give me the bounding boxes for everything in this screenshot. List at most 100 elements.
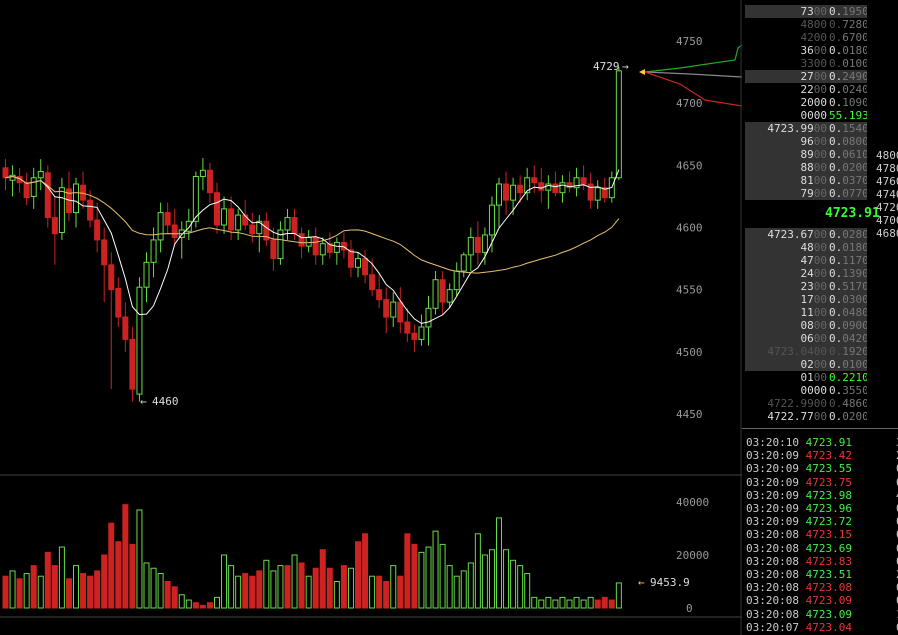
trade-time: 03:20:08 [746, 554, 806, 568]
volume-bar [164, 581, 171, 609]
candle-body [566, 182, 573, 189]
row-highlight [745, 358, 867, 371]
volume-bar [453, 575, 460, 609]
ask-row[interactable]: 2000 0.1090 [745, 96, 868, 109]
ask-row[interactable]: 2700 0.2490 [745, 70, 867, 83]
candle-body [432, 279, 439, 309]
trade-qty: 1 [896, 608, 898, 621]
bid-row[interactable]: 4723.6700 0.0280 [745, 228, 867, 241]
volume-bar [23, 573, 30, 609]
volume-bar [136, 509, 143, 609]
volume-bar [94, 570, 101, 609]
side-price: 4720 [876, 201, 898, 214]
candle-body [235, 214, 242, 231]
order-price: 7300 [800, 5, 828, 18]
candle-body [115, 287, 122, 318]
trade-price: 4723.72 [805, 515, 852, 529]
bid-row[interactable]: 4723.0400 0.1920 [745, 345, 867, 358]
volume-bar [298, 562, 305, 609]
candle-body [221, 208, 228, 226]
volume-bar [340, 565, 347, 609]
bid-row[interactable]: 2300 0.5170 [745, 280, 867, 293]
ask-row[interactable]: 4723.9900 0.1540 [745, 122, 867, 135]
order-size: 0.5170 [829, 280, 867, 293]
bid-row[interactable]: 2400 0.1390 [745, 267, 867, 280]
bid-row[interactable]: 4722.9900 0.4860 [745, 397, 867, 410]
volume-bar [460, 570, 467, 609]
volume-bar [291, 554, 298, 609]
candle-body [73, 183, 79, 214]
side-price: 4700 [876, 214, 898, 227]
ask-row[interactable]: 4800 0.7280 [745, 18, 868, 31]
order-price: 7900 [800, 187, 828, 200]
trade-price: 4723.51 [805, 568, 852, 581]
trade-price: 4723.91 [805, 436, 852, 449]
ask-row[interactable]: 4200 0.6700 [745, 31, 868, 44]
bid-row[interactable]: 4700 0.1170 [745, 254, 867, 267]
row-highlight [745, 161, 867, 174]
bid-row[interactable]: 4722.7700 0.0200 [745, 410, 867, 423]
order-price: 0000 [800, 109, 828, 122]
volume-bar [538, 599, 545, 609]
ask-row[interactable]: 8900 0.0610 [745, 148, 867, 161]
trade-qty: 0 [896, 462, 898, 475]
volume-bar [122, 504, 129, 609]
volume-bar [16, 578, 23, 609]
last-volume-label: 9453.9 [650, 576, 690, 589]
bid-row[interactable]: 0100 0.2210 [745, 371, 868, 384]
volume-bar [615, 582, 622, 609]
order-size: 0.0610 [829, 148, 867, 161]
order-size: 0.1170 [829, 254, 867, 267]
bid-row[interactable]: 0000 0.3550 [745, 384, 868, 397]
volume-bar [608, 599, 615, 609]
price-tick-label: 4600 [676, 222, 703, 235]
order-size: 0.4860 [829, 397, 867, 410]
high-label: 4729 [593, 60, 620, 73]
ask-row[interactable]: 8100 0.0370 [745, 174, 867, 187]
trade-time: 03:20:09 [746, 449, 806, 463]
trades-separator [742, 428, 898, 429]
volume-bar [488, 549, 495, 609]
ask-row[interactable]: 7900 0.0770 [745, 187, 867, 200]
bid-row[interactable]: 0800 0.0900 [745, 319, 867, 332]
candle-body [108, 264, 115, 291]
bid-row[interactable]: 1700 0.0300 [745, 293, 867, 306]
order-size: 0.1390 [829, 267, 867, 280]
bid-row[interactable]: 1100 0.0480 [745, 306, 867, 319]
volume-bar [580, 599, 587, 609]
bid-row[interactable]: 4800 0.0180 [745, 241, 867, 254]
trade-row: 03:20:08 4723.69 0 [746, 542, 898, 555]
ask-row[interactable]: 0000 55.193 [745, 109, 868, 122]
volume-bar [474, 533, 481, 609]
row-highlight [745, 70, 867, 83]
volume-bar [376, 575, 383, 609]
order-price: 2400 [800, 267, 828, 280]
arrow-left-icon: ← [638, 576, 645, 589]
trade-time: 03:20:09 [746, 515, 806, 529]
row-highlight [745, 135, 867, 148]
ask-row[interactable]: 3300 0.0100 [745, 57, 868, 70]
ask-row[interactable]: 8800 0.0200 [745, 161, 867, 174]
row-highlight [745, 319, 867, 332]
volume-bar [333, 581, 340, 609]
candle-body [150, 239, 157, 263]
volume-bar [115, 541, 122, 609]
bid-row[interactable]: 0200 0.0100 [745, 358, 867, 371]
trade-qty: 2 [896, 568, 898, 581]
volume-bar [129, 543, 136, 609]
ask-row[interactable]: 9600 0.0800 [745, 135, 867, 148]
price-chart[interactable]: 475047004650460045504500445040000200000 … [0, 0, 742, 635]
side-price: 4780 [876, 162, 898, 175]
order-size: 0.0180 [829, 241, 867, 254]
order-size: 0.2210 [829, 371, 867, 384]
bid-row[interactable]: 0600 0.0420 [745, 332, 867, 345]
candle-body [291, 217, 298, 235]
candle-body [44, 172, 51, 219]
volume-bar [30, 565, 37, 609]
trade-row: 03:20:09 4723.72 0 [746, 515, 898, 528]
trade-time: 03:20:08 [746, 528, 806, 542]
order-price: 1700 [800, 293, 828, 306]
ask-row[interactable]: 2200 0.0240 [745, 83, 868, 96]
ask-row[interactable]: 3600 0.0180 [745, 44, 868, 57]
ask-row[interactable]: 7300 0.1950 [745, 5, 867, 18]
